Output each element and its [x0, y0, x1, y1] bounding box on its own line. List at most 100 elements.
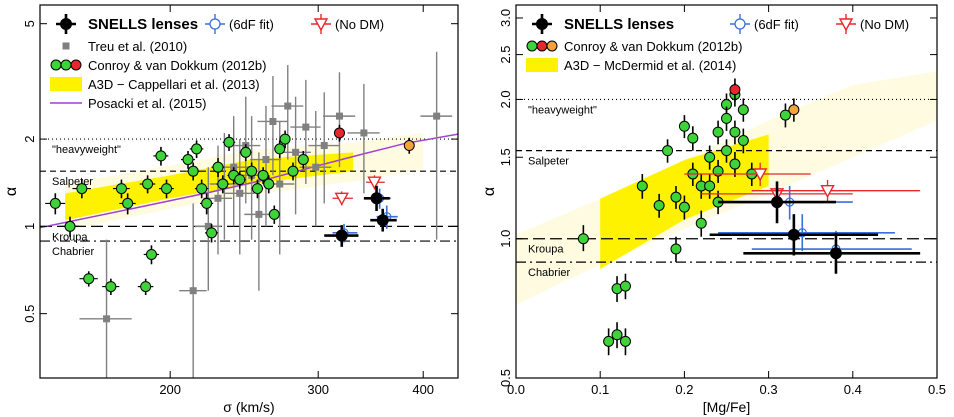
snells-point	[771, 196, 784, 209]
conroy-green-point	[287, 165, 299, 177]
y-tick-label: 2.5	[498, 46, 513, 64]
treu-point	[284, 102, 292, 110]
nodm-point	[820, 184, 835, 199]
treu-point	[269, 117, 277, 125]
legend-item-3-label: A3D − Cappellari et al. (2013)	[88, 77, 260, 92]
x-tick-label: 400	[412, 382, 434, 397]
y-tick-label: 1	[22, 223, 37, 230]
x-axis-label: σ (km/s)	[223, 399, 274, 415]
conroy-green-point	[155, 150, 167, 162]
conroy-green-point	[187, 165, 199, 177]
legend-item-1-marker	[536, 40, 548, 52]
legend-item-3-label: (6dF fit)	[754, 17, 799, 32]
conroy-green-point	[196, 183, 208, 195]
y-tick-label: 5	[22, 20, 37, 27]
conroy-green-point	[721, 112, 732, 124]
conroy-green-point	[263, 178, 275, 190]
legend-item-2-marker	[60, 59, 72, 71]
conroy-green-point	[678, 201, 690, 213]
conroy-green-point	[64, 220, 76, 232]
conroy-green-point	[670, 191, 682, 203]
y-axis-label: α	[481, 187, 498, 196]
snells-point	[787, 228, 800, 241]
conroy-green-point	[76, 183, 88, 195]
legend-item-3-marker	[50, 77, 82, 91]
nodm-point	[753, 168, 768, 182]
snells-point	[376, 214, 389, 227]
y-tick-label: 2.0	[498, 90, 513, 108]
conroy-green-point	[737, 135, 749, 147]
conroy-green-point	[279, 133, 291, 145]
refline-label-heavyweight: "heavyweight"	[528, 104, 597, 116]
conroy-green-point	[268, 208, 280, 220]
conroy-green-point	[240, 146, 252, 158]
conroy-green-point	[257, 169, 269, 181]
conroy-green-point	[712, 126, 724, 138]
nodm-point	[334, 192, 349, 206]
treu-point	[360, 129, 368, 137]
legend-item-1-marker	[62, 42, 70, 50]
conroy-green-point	[246, 165, 258, 177]
x-tick-label: 0.3	[760, 382, 778, 397]
x-tick-label: 0.0	[507, 382, 525, 397]
x-tick-label: 0.5	[928, 382, 946, 397]
legend-item-0-label: SNELLS lenses	[564, 16, 674, 33]
refline-label-chabrier: Chabrier	[528, 267, 571, 279]
legend-item-1-marker	[526, 40, 538, 52]
treu-point	[335, 112, 343, 120]
conroy-green-point	[678, 120, 690, 132]
conroy-green-point	[737, 104, 749, 116]
legend-item-1-label: Conroy & van Dokkum (2012b)	[564, 39, 742, 54]
legend-item-4-marker	[838, 18, 854, 32]
legend-item-1-label: Treu et al. (2010)	[88, 39, 187, 54]
conroy-green-point	[206, 227, 218, 239]
conroy-green-point	[619, 335, 631, 347]
legend-item-2-marker	[70, 59, 82, 71]
legend-item-2-marker	[50, 59, 62, 71]
legend-item-5-label: (6dF fit)	[229, 17, 274, 32]
y-axis-label: α	[3, 187, 20, 196]
conroy-orange-point	[788, 104, 800, 116]
conroy-green-point	[721, 145, 732, 157]
conroy-green-point	[145, 248, 157, 260]
snells-point	[370, 192, 383, 205]
legend-item-2-label: A3D − McDermid et al. (2014)	[564, 58, 736, 73]
legend-item-6-label: (No DM)	[335, 17, 384, 32]
legend-item-1-marker	[546, 40, 558, 52]
y-tick-label: 3.0	[498, 9, 513, 27]
conroy-red-point	[333, 127, 345, 139]
conroy-green-point	[223, 136, 235, 148]
y-tick-label: 0.5	[22, 305, 37, 323]
band-inner	[65, 152, 353, 221]
conroy-green-point	[83, 273, 95, 285]
conroy-green-point	[603, 335, 615, 347]
x-tick-label: 0.4	[844, 382, 862, 397]
left-panel-sigma: "heavyweight" Salpeter Kroupa Chabrier 200 30…	[3, 4, 459, 415]
treu-point	[433, 112, 441, 120]
conroy-green-point	[619, 280, 631, 292]
legend-item-0-marker	[60, 18, 72, 30]
conroy-green-point	[234, 174, 246, 186]
plot-frame	[39, 4, 459, 379]
conroy-green-point	[49, 197, 61, 209]
legend-item-2-marker	[526, 58, 558, 72]
plot-area: "heavyweight" Salpeter Kroupa Chabrier	[40, 51, 458, 378]
conroy-green-point	[217, 178, 229, 190]
treu-point	[214, 194, 222, 202]
refline-label-salpeter: Salpeter	[52, 176, 93, 188]
conroy-green-point	[182, 154, 194, 166]
conroy-green-point	[729, 158, 741, 170]
treu-point	[255, 210, 263, 218]
legend-item-4-label: Posacki et al. (2015)	[88, 96, 207, 111]
conroy-green-point	[611, 329, 623, 341]
y-tick-label: 2	[22, 135, 37, 142]
conroy-green-point	[191, 143, 203, 155]
conroy-green-point	[704, 151, 716, 163]
conroy-green-point	[142, 178, 154, 190]
plot-area: "heavyweight" Salpeter Kroupa Chabrier	[516, 71, 937, 356]
refline-label-kroupa: Kroupa	[52, 231, 88, 243]
conroy-green-point	[122, 197, 134, 209]
snells-point	[335, 229, 348, 242]
conroy-green-point	[729, 126, 741, 138]
